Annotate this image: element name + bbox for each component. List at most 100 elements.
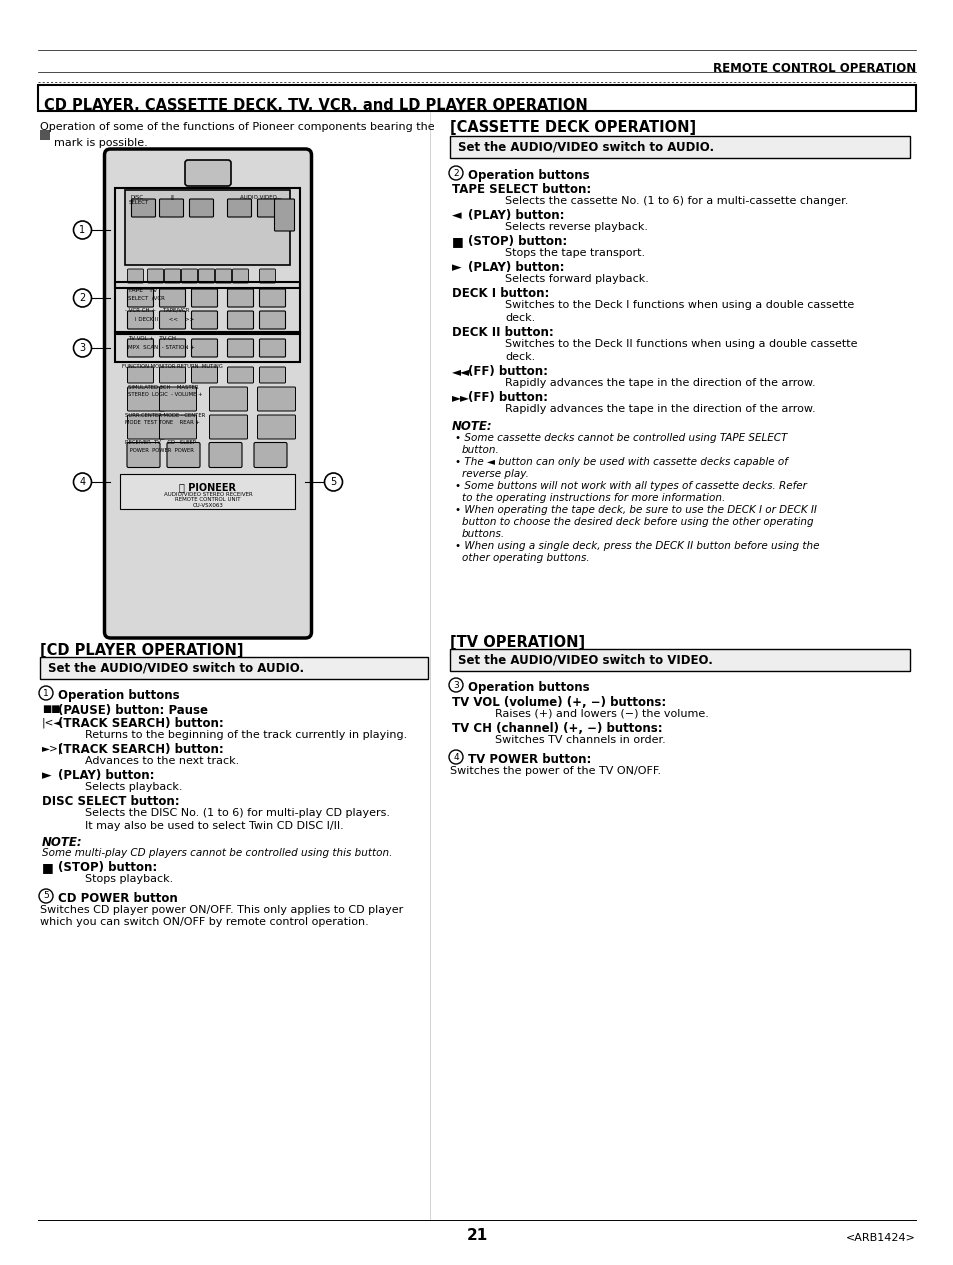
- Text: Operation buttons: Operation buttons: [58, 689, 179, 702]
- FancyBboxPatch shape: [128, 288, 153, 307]
- Text: FUNCTION MONITOR RETURN  MUTING: FUNCTION MONITOR RETURN MUTING: [122, 364, 223, 369]
- FancyBboxPatch shape: [192, 339, 217, 357]
- Bar: [40, 657, 428, 679]
- Circle shape: [449, 678, 462, 692]
- Text: reverse play.: reverse play.: [461, 469, 528, 479]
- FancyBboxPatch shape: [198, 269, 214, 283]
- Text: Selects the DISC No. (1 to 6) for multi-play CD players.: Selects the DISC No. (1 to 6) for multi-…: [85, 808, 390, 818]
- FancyBboxPatch shape: [215, 269, 232, 283]
- FancyBboxPatch shape: [128, 311, 153, 329]
- Circle shape: [73, 288, 91, 307]
- Text: Stops the tape transport.: Stops the tape transport.: [504, 248, 644, 258]
- Text: (FF) button:: (FF) button:: [468, 366, 547, 378]
- FancyBboxPatch shape: [210, 415, 247, 439]
- FancyBboxPatch shape: [167, 443, 200, 468]
- Text: AUDIO VIDEO: AUDIO VIDEO: [240, 195, 277, 200]
- Text: [CD PLAYER OPERATION]: [CD PLAYER OPERATION]: [40, 643, 243, 658]
- Text: Raises (+) and lowers (−) the volume.: Raises (+) and lowers (−) the volume.: [495, 708, 708, 719]
- Text: 3: 3: [453, 681, 458, 689]
- Text: (PLAY) button:: (PLAY) button:: [58, 769, 154, 782]
- FancyBboxPatch shape: [148, 269, 163, 283]
- FancyBboxPatch shape: [259, 311, 285, 329]
- Bar: [40, 130, 50, 140]
- Text: (PAUSE) button: Pause: (PAUSE) button: Pause: [58, 705, 208, 717]
- Text: (STOP) button:: (STOP) button:: [468, 235, 567, 248]
- FancyBboxPatch shape: [128, 367, 153, 383]
- FancyBboxPatch shape: [185, 159, 231, 186]
- FancyBboxPatch shape: [257, 199, 281, 218]
- Text: buttons.: buttons.: [461, 529, 504, 539]
- FancyBboxPatch shape: [192, 288, 217, 307]
- Text: TV VOL +   TV CH: TV VOL + TV CH: [129, 336, 176, 342]
- FancyBboxPatch shape: [233, 269, 248, 283]
- Text: (TRACK SEARCH) button:: (TRACK SEARCH) button:: [58, 717, 224, 730]
- Text: REMOTE CONTROL UNIT: REMOTE CONTROL UNIT: [175, 497, 240, 502]
- Bar: [115, 282, 300, 334]
- Circle shape: [39, 686, 53, 700]
- Circle shape: [324, 473, 342, 491]
- Text: Selects forward playback.: Selects forward playback.: [504, 275, 648, 285]
- Text: button to choose the desired deck before using the other operating: button to choose the desired deck before…: [461, 517, 813, 528]
- Text: NOTE:: NOTE:: [452, 420, 492, 433]
- Text: Ⓟ PIONEER: Ⓟ PIONEER: [179, 482, 236, 492]
- FancyBboxPatch shape: [274, 199, 294, 231]
- Text: CU-VSX063: CU-VSX063: [193, 503, 223, 509]
- Text: <ARB1424>: <ARB1424>: [845, 1233, 915, 1243]
- FancyBboxPatch shape: [164, 269, 180, 283]
- FancyBboxPatch shape: [128, 339, 153, 357]
- Text: 4: 4: [79, 477, 86, 487]
- Bar: [126, 190, 291, 264]
- Text: (STOP) button:: (STOP) button:: [58, 861, 157, 874]
- Text: 1: 1: [43, 688, 49, 697]
- FancyBboxPatch shape: [181, 269, 197, 283]
- Text: AUDIO/VIDEO STEREO RECEIVER: AUDIO/VIDEO STEREO RECEIVER: [164, 491, 253, 496]
- FancyBboxPatch shape: [227, 339, 253, 357]
- Text: Operation buttons: Operation buttons: [468, 681, 589, 694]
- FancyBboxPatch shape: [128, 269, 143, 283]
- Text: REMOTE CONTROL OPERATION: REMOTE CONTROL OPERATION: [712, 62, 915, 75]
- Text: 5: 5: [330, 477, 336, 487]
- Bar: [115, 188, 300, 288]
- FancyBboxPatch shape: [159, 311, 185, 329]
- Text: (PLAY) button:: (PLAY) button:: [468, 209, 564, 221]
- FancyBboxPatch shape: [227, 311, 253, 329]
- Bar: [450, 649, 909, 670]
- Text: - VCR CH +    TAPE/VCR: - VCR CH + TAPE/VCR: [126, 307, 190, 312]
- Text: (TRACK SEARCH) button:: (TRACK SEARCH) button:: [58, 743, 224, 756]
- Text: SELECT: SELECT: [129, 200, 149, 205]
- FancyBboxPatch shape: [259, 339, 285, 357]
- Text: deck.: deck.: [504, 312, 535, 323]
- Text: 1: 1: [79, 225, 86, 235]
- Text: II: II: [171, 195, 174, 201]
- Text: Operation of some of the functions of Pioneer components bearing the: Operation of some of the functions of Pi…: [40, 121, 435, 132]
- Text: Selects reverse playback.: Selects reverse playback.: [504, 221, 647, 231]
- FancyBboxPatch shape: [159, 415, 196, 439]
- Text: ■■: ■■: [42, 705, 60, 713]
- Text: 3: 3: [79, 343, 86, 353]
- Text: other operating buttons.: other operating buttons.: [461, 553, 589, 563]
- Text: SURR.CENTER MODE - CENTER: SURR.CENTER MODE - CENTER: [126, 412, 206, 417]
- Circle shape: [449, 166, 462, 180]
- Text: DECK I button:: DECK I button:: [452, 287, 549, 300]
- FancyBboxPatch shape: [159, 199, 183, 218]
- Text: STEREO  LOGIC  - VOLUME +: STEREO LOGIC - VOLUME +: [129, 392, 203, 397]
- FancyBboxPatch shape: [132, 199, 155, 218]
- Text: Returns to the beginning of the track currently in playing.: Returns to the beginning of the track cu…: [85, 730, 407, 740]
- Text: • Some cassette decks cannot be controlled using TAPE SELECT: • Some cassette decks cannot be controll…: [455, 433, 786, 443]
- Circle shape: [73, 473, 91, 491]
- Text: CD PLAYER, CASSETTE DECK, TV, VCR, and LD PLAYER OPERATION: CD PLAYER, CASSETTE DECK, TV, VCR, and L…: [44, 97, 587, 113]
- FancyBboxPatch shape: [128, 387, 164, 411]
- FancyBboxPatch shape: [192, 367, 217, 383]
- FancyBboxPatch shape: [227, 199, 252, 218]
- Text: Selects playback.: Selects playback.: [85, 782, 182, 792]
- Text: deck.: deck.: [504, 352, 535, 362]
- Text: which you can switch ON/OFF by remote control operation.: which you can switch ON/OFF by remote co…: [40, 917, 369, 927]
- Text: 2: 2: [453, 168, 458, 177]
- Text: Switches TV channels in order.: Switches TV channels in order.: [495, 735, 665, 745]
- Text: • Some buttons will not work with all types of cassette decks. Refer: • Some buttons will not work with all ty…: [455, 481, 806, 491]
- Text: ◄: ◄: [452, 209, 461, 221]
- Text: I DECK II      <<    >>: I DECK II << >>: [135, 318, 194, 323]
- Text: ►►: ►►: [452, 391, 470, 404]
- Text: Switches to the Deck II functions when using a double cassette: Switches to the Deck II functions when u…: [504, 339, 857, 349]
- Text: NOTE:: NOTE:: [42, 836, 83, 849]
